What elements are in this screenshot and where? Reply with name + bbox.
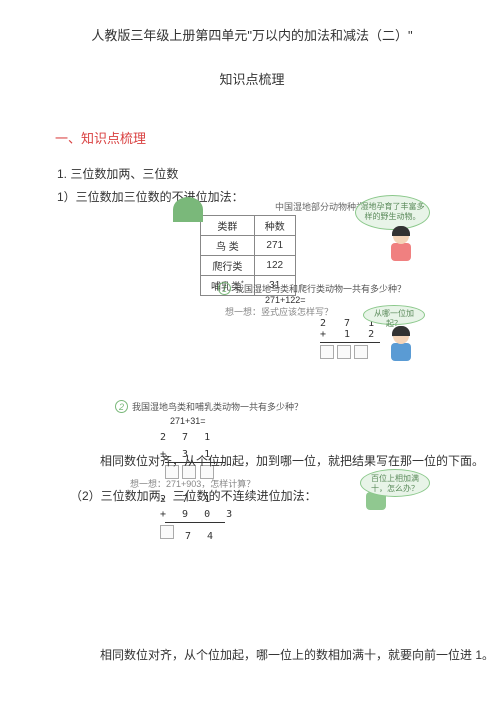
figure-1: 中国湿地部分动物种类 类群种数 鸟 类271 爬行类122 哺乳类*31 湿地孕… — [150, 200, 440, 296]
speech-bubble-2: 从哪一位加起？ — [363, 305, 425, 325]
table-cell: 鸟 类 — [201, 236, 255, 256]
child-illustration-2 — [387, 328, 415, 363]
calc-row: 2 7 1 — [160, 432, 435, 443]
problem-text-2: 我国湿地鸟类和哺乳类动物一共有多少种？ — [132, 400, 303, 413]
table-header-1: 类群 — [201, 216, 255, 236]
child-illustration-1 — [387, 228, 415, 263]
calc-line — [165, 522, 225, 523]
calc-equation-2: 271+31= — [170, 416, 435, 426]
problem-number-2: 2 — [115, 400, 128, 413]
footer-text: 相同数位对齐，从个位加起，哪一位上的数相加满十，就要向前一位进 1。 — [100, 646, 494, 663]
calc-equation: 271+122= — [265, 295, 404, 305]
calc-line — [320, 342, 380, 343]
doc-title: 人教版三年级上册第四单元"万以内的加法和减法（二）" — [55, 25, 449, 44]
doc-subtitle: 知识点梳理 — [55, 69, 449, 88]
problem-number-1: 1 — [218, 282, 231, 295]
table-cell: 爬行类 — [201, 256, 255, 276]
table-header-2: 种数 — [254, 216, 295, 236]
answer-row: 7 4 — [160, 525, 430, 542]
table-cell: 122 — [254, 256, 295, 276]
problem-text-1: 我国湿地鸟类和爬行类动物一共有多少种？ — [235, 282, 406, 295]
speech-bubble-1: 湿地孕育了丰富多样的野生动物。 — [355, 195, 430, 230]
speech-bubble-3: 百位上相加满十，怎么办？ — [360, 469, 430, 497]
subsection-1: 1. 三位数加两、三位数 — [57, 165, 449, 182]
section-heading: 一、知识点梳理 — [55, 128, 449, 147]
problem-1: 1 我国湿地鸟类和爬行类动物一共有多少种？ — [218, 282, 406, 295]
table-cell: 271 — [254, 236, 295, 256]
wetland-decoration — [173, 197, 203, 222]
figure-3: 想一想：271+903，怎样计算？ 百位上相加满十，怎么办？ 2 7 1 + 9… — [130, 477, 430, 542]
explanation-1: 相同数位对齐，从个位加起，加到哪一位，就把结果写在那一位的下面。 — [100, 452, 484, 469]
